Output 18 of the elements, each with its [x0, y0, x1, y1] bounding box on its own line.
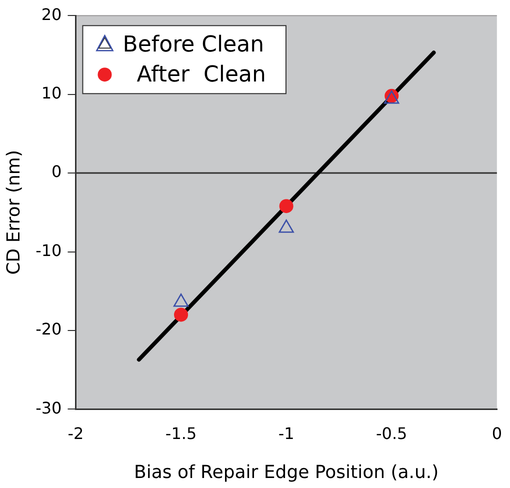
x-tick-label: 0: [492, 424, 502, 443]
x-tick-label: -2: [68, 424, 84, 443]
y-tick-label: -20: [36, 320, 62, 339]
x-tick-label: -0.5: [376, 424, 408, 443]
legend-label: After Clean: [122, 62, 266, 88]
y-axis-title: CD Error (nm): [3, 150, 24, 275]
x-tick-label: -1.5: [165, 424, 197, 443]
y-tick-label: -30: [36, 398, 62, 418]
point: [173, 293, 189, 307]
y-tick-label: 0: [52, 162, 62, 182]
point: [278, 219, 294, 233]
y-tick-label: -10: [36, 240, 62, 260]
y-tick-label: 10: [41, 83, 62, 102]
x-tick-label: -1: [278, 424, 294, 443]
y-tick-label: 20: [41, 4, 62, 24]
point: [279, 199, 294, 214]
x-axis-title: Bias of Repair Edge Position (a.u.): [134, 462, 439, 483]
legend-label: Before Clean: [122, 32, 264, 58]
